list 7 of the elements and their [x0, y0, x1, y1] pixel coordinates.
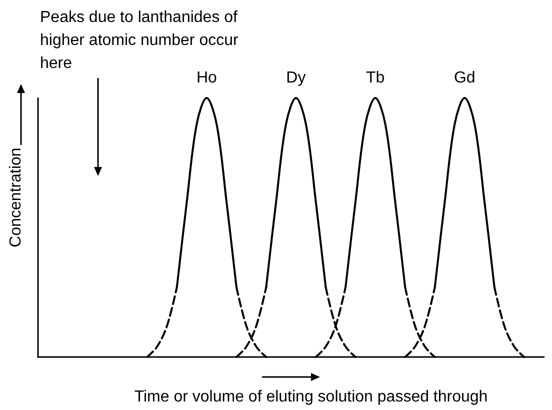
x-axis-title: Time or volume of eluting solution passed through — [134, 388, 488, 406]
series-label: Dy — [286, 70, 306, 86]
series-label: Ho — [196, 70, 217, 86]
y-axis-title: Concentration — [8, 148, 24, 248]
text: Peaks due to lanthanides of higher atomic number occur here — [40, 9, 243, 72]
series-label: Gd — [454, 70, 476, 86]
series-label: Tb — [366, 70, 385, 86]
